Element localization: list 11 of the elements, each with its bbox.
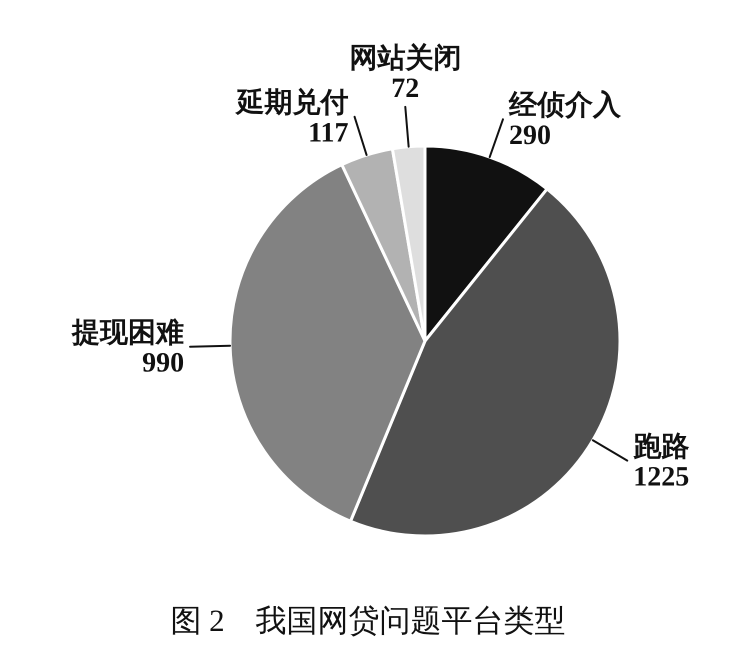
slice-label: 跑路 — [632, 431, 690, 462]
slice-label: 延期兑付 — [234, 88, 349, 119]
slice-label: 提现困难 — [71, 318, 184, 349]
text: 图 2 我国网贷问题平台类型 — [169, 602, 567, 640]
data-label: 290 — [508, 120, 551, 152]
data-label: 990 — [142, 348, 184, 379]
data-label: 1225 — [633, 461, 690, 492]
slice-label: 经侦介入 — [508, 90, 622, 122]
data-label: 72 — [391, 72, 420, 104]
slice-label: 网站关闭 — [349, 42, 462, 74]
data-label: 117 — [308, 118, 349, 149]
